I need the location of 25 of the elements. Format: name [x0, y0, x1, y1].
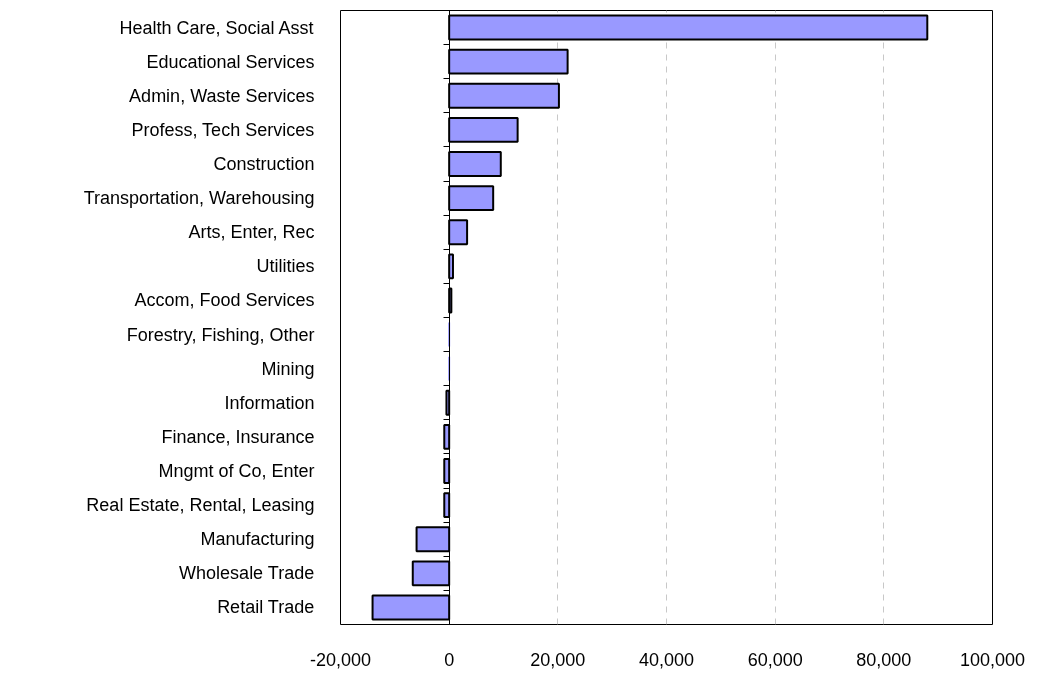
- y-tick-label: Utilities: [256, 256, 315, 277]
- x-tick-label: 0: [444, 649, 455, 670]
- y-tick-label: Manufacturing: [200, 529, 315, 550]
- x-tick-label: -20,000: [309, 649, 372, 670]
- y-tick-label: Arts, Enter, Rec: [188, 222, 315, 243]
- x-tick-label: 20,000: [530, 649, 586, 670]
- y-tick-label: Forestry, Fishing, Other: [126, 324, 315, 345]
- y-tick-label: Mngmt of Co, Enter: [158, 461, 315, 481]
- x-tick-label: 60,000: [747, 649, 803, 670]
- x-tick-label: 40,000: [638, 649, 695, 670]
- y-tick-label: Accom, Food Services: [134, 290, 315, 311]
- y-tick-label: Profess, Tech Services: [131, 119, 315, 140]
- y-tick-label: Construction: [213, 154, 315, 174]
- y-tick-label: Transportation, Warehousing: [83, 188, 315, 209]
- y-tick-label: Retail Trade: [217, 597, 315, 618]
- y-tick-label: Mining: [261, 358, 315, 379]
- y-tick-label: Educational Services: [146, 51, 315, 72]
- y-tick-label: Information: [224, 392, 315, 413]
- y-tick-label: Real Estate, Rental, Leasing: [86, 495, 315, 516]
- x-tick-label: 100,000: [959, 649, 1026, 670]
- y-tick-label: Admin, Waste Services: [129, 85, 315, 106]
- y-tick-label: Wholesale Trade: [179, 563, 315, 584]
- x-tick-label: 80,000: [856, 649, 912, 670]
- y-tick-label: Finance, Insurance: [161, 426, 315, 447]
- y-tick-label: Health Care, Social Asst: [119, 17, 314, 38]
